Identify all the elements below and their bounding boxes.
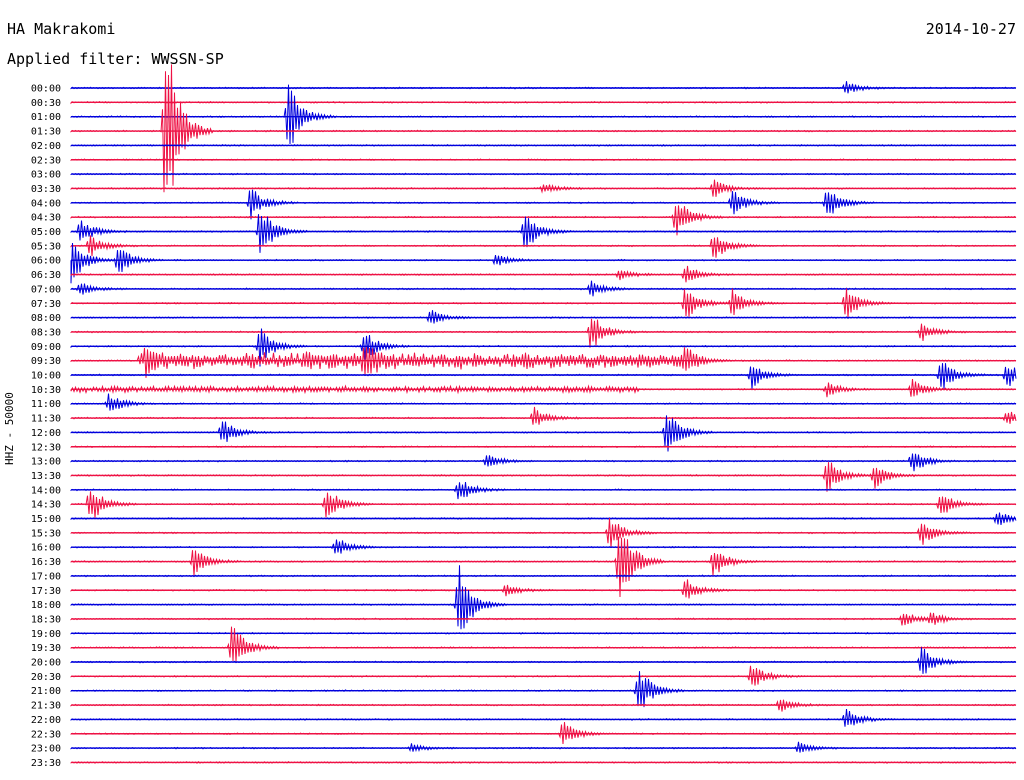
row-time-label: 14:30: [31, 500, 61, 511]
seismic-trace: [70, 310, 1017, 324]
seismic-trace: [70, 214, 1017, 253]
row-time-label: 23:30: [31, 758, 61, 769]
row-time-label: 12:30: [31, 442, 61, 453]
row-time-label: 05:30: [31, 241, 61, 252]
row-time-label: 08:00: [31, 313, 61, 324]
row-time-label: 14:00: [31, 485, 61, 496]
row-time-label: 11:30: [31, 414, 61, 425]
seismic-trace: [70, 453, 1017, 472]
row-time-label: 00:00: [31, 84, 61, 95]
row-time-label: 19:00: [31, 629, 61, 640]
seismic-trace: [70, 84, 1017, 145]
row-time-label: 07:00: [31, 284, 61, 295]
filter-label: Applied filter: WWSSN-SP: [7, 50, 224, 68]
row-time-label: 07:30: [31, 299, 61, 310]
row-time-label: 19:30: [31, 643, 61, 654]
row-time-label: 12:00: [31, 428, 61, 439]
row-time-label: 09:00: [31, 342, 61, 353]
row-time-label: 20:30: [31, 672, 61, 683]
seismic-trace: [70, 709, 1017, 727]
row-time-label: 00:30: [31, 98, 61, 109]
seismic-trace: [70, 378, 1017, 398]
row-time-label: 13:00: [31, 457, 61, 468]
row-time-label: 16:30: [31, 557, 61, 568]
station-title: HA Makrakomi: [7, 20, 116, 38]
record-date: 2014-10-27: [925, 20, 1016, 38]
row-time-label: 06:00: [31, 256, 61, 267]
seismic-trace: [70, 626, 1017, 662]
row-time-label: 03:30: [31, 184, 61, 195]
seismic-trace: [70, 363, 1017, 390]
row-time-label: 13:30: [31, 471, 61, 482]
seismic-trace: [70, 406, 1017, 425]
seismic-trace: [70, 318, 1017, 348]
seismic-trace: [70, 579, 1017, 599]
row-time-label: 01:00: [31, 112, 61, 123]
seismic-trace: [70, 741, 1017, 753]
row-time-label: 15:30: [31, 528, 61, 539]
row-time-label: 10:00: [31, 371, 61, 382]
seismic-trace: [70, 347, 1017, 378]
row-time-label: 09:30: [31, 356, 61, 367]
row-time-label: 18:30: [31, 614, 61, 625]
row-time-label: 04:30: [31, 213, 61, 224]
row-time-label: 04:00: [31, 198, 61, 209]
row-time-label: 16:00: [31, 543, 61, 554]
seismic-trace: [70, 462, 1017, 492]
row-time-label: 03:00: [31, 170, 61, 181]
row-time-label: 17:30: [31, 586, 61, 597]
seismic-trace: [70, 393, 1017, 411]
row-time-label: 22:30: [31, 729, 61, 740]
row-time-label: 21:00: [31, 686, 61, 697]
row-time-label: 10:30: [31, 385, 61, 396]
row-time-label: 11:00: [31, 399, 61, 410]
row-time-label: 23:00: [31, 744, 61, 755]
seismic-trace: [70, 189, 1017, 220]
row-time-label: 17:00: [31, 571, 61, 582]
row-time-label: 18:00: [31, 600, 61, 611]
row-time-label: 15:00: [31, 514, 61, 525]
row-time-label: 21:30: [31, 701, 61, 712]
row-time-label: 02:30: [31, 155, 61, 166]
row-time-label: 01:30: [31, 127, 61, 138]
seismic-trace: [70, 242, 1017, 284]
row-time-label: 22:00: [31, 715, 61, 726]
seismic-trace: [70, 81, 1017, 94]
row-time-label: 08:30: [31, 327, 61, 338]
row-time-label: 02:00: [31, 141, 61, 152]
row-time-label: 05:00: [31, 227, 61, 238]
row-time-label: 06:30: [31, 270, 61, 281]
seismic-trace: [70, 647, 1017, 674]
seismic-trace: [70, 536, 1017, 598]
row-time-label: 20:00: [31, 658, 61, 669]
